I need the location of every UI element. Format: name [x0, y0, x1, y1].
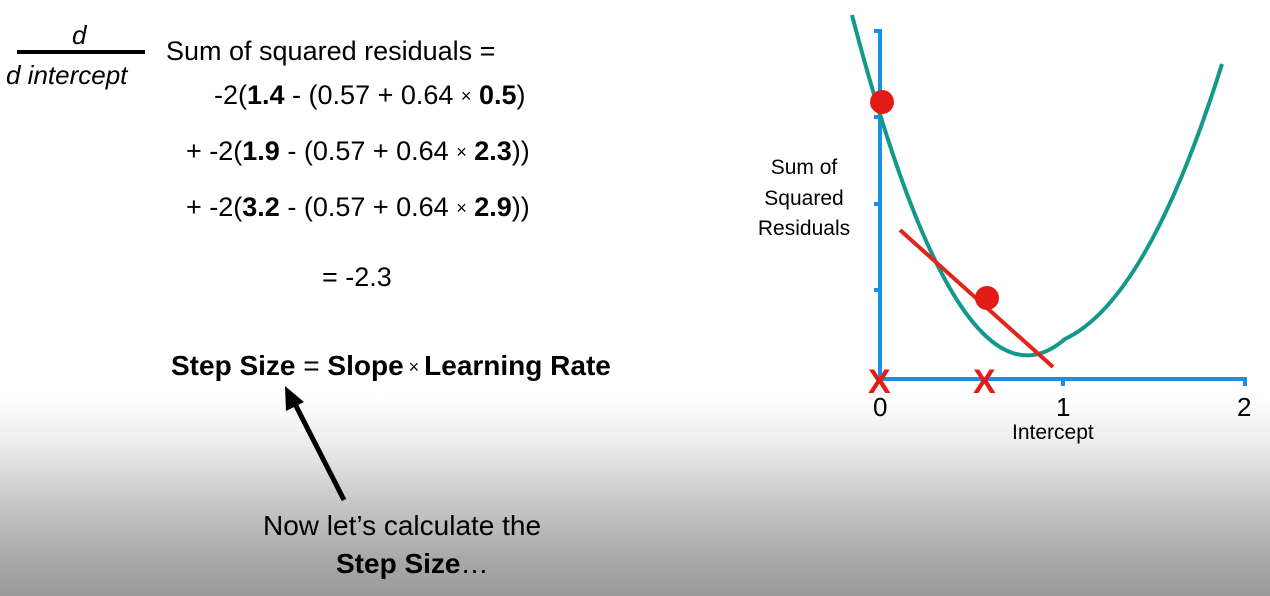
graph-axes [874, 29, 1247, 386]
derivative-numerator: d [72, 20, 87, 50]
times-sign: × [456, 198, 467, 218]
y-axis-label-line-2: Squared [764, 187, 843, 210]
step-size-formula: Step Size = Slope × Learning Rate [171, 350, 611, 382]
term-middle: - (0.57 + 0.64 [279, 192, 457, 222]
x-tick-label-1: 1 [1056, 392, 1070, 422]
fraction-bar [17, 50, 145, 54]
term-middle: - (0.57 + 0.64 [284, 80, 461, 110]
times-sign: × [460, 86, 472, 106]
x-tick-label-0: 0 [873, 392, 887, 422]
x-marker-1: X [868, 363, 891, 401]
term-observed: 3.2 [242, 192, 280, 222]
x-tick-label-2: 2 [1237, 392, 1251, 422]
pointer-arrow [285, 386, 347, 502]
term-x: 2.9 [474, 192, 512, 222]
term-close: ) [516, 80, 526, 110]
equation-result: = -2.3 [322, 262, 392, 292]
caption-ellipsis: … [460, 548, 489, 579]
caption-line-1: Now let’s calculate the [263, 510, 542, 541]
term-x: 0.5 [478, 80, 517, 110]
term-x: 2.3 [474, 136, 512, 166]
equation-term-2: + -2(1.9 - (0.57 + 0.64 × 2.3)) [186, 136, 530, 167]
term-observed: 1.9 [242, 136, 280, 166]
term-prefix: + -2( [186, 192, 243, 222]
term-close: )) [511, 192, 530, 222]
slope-term: Slope [327, 350, 404, 381]
y-axis-label-line-3: Residuals [758, 217, 850, 240]
term-observed: 1.4 [247, 80, 285, 110]
equation-term-3: + -2(3.2 - (0.57 + 0.64 × 2.9)) [186, 192, 530, 223]
term-middle: - (0.57 + 0.64 [279, 136, 457, 166]
term-prefix: -2( [214, 80, 247, 110]
term-prefix: + -2( [186, 136, 243, 166]
times-sign: × [403, 357, 425, 377]
equation-term-1: -2(1.4 - (0.57 + 0.64 × 0.5) [214, 80, 525, 111]
y-axis-label-line-1: Sum of [771, 156, 838, 179]
caption-line-2: Step Size… [336, 548, 488, 580]
caption-bold-step-size: Step Size [336, 548, 461, 579]
learning-rate-term: Learning Rate [424, 350, 611, 381]
term-close: )) [511, 136, 530, 166]
x-axis-label: Intercept [1012, 421, 1094, 444]
x-marker-2: X [973, 363, 996, 401]
times-sign: × [456, 142, 467, 162]
derivative-denominator: d intercept [6, 60, 128, 90]
curve-point-1 [870, 90, 894, 114]
step-size-term: Step Size [171, 350, 296, 381]
equals-sign: = [295, 350, 328, 381]
curve-point-2 [975, 286, 999, 310]
equation-title: Sum of squared residuals = [166, 36, 496, 66]
ssr-curve [850, 14, 1224, 358]
